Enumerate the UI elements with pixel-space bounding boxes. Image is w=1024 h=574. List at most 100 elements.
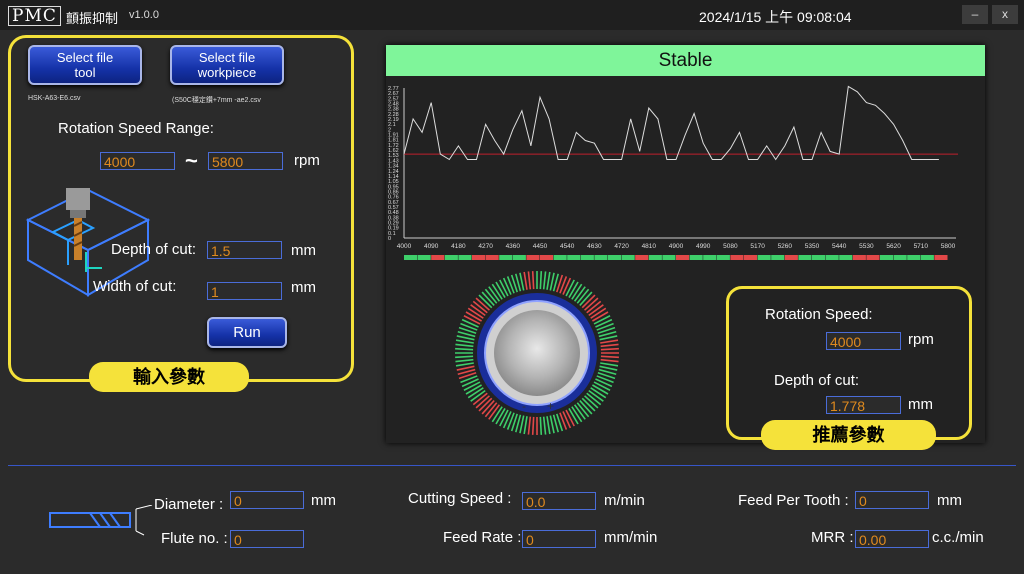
knob-tick [495,281,506,298]
app-version: v1.0.0 [129,9,159,21]
width-of-cut-input[interactable]: 1 [207,282,282,300]
speed-knob[interactable]: - + [452,268,622,438]
knob-tick [502,411,512,429]
knob-tick [481,400,495,415]
y-tick-label: 1.72 [388,143,399,149]
select-tool-button[interactable]: Select file tool [28,45,142,85]
stability-segment [716,255,730,260]
knob-tick [531,416,535,435]
tool-collar [70,210,86,218]
y-tick-label: 2.38 [388,107,399,113]
knob-tick [600,343,619,348]
cutting-speed-value: 0.0 [522,492,596,510]
cutting-tool-illustration [25,188,151,297]
knob-tick [579,400,593,415]
close-button[interactable]: x [992,5,1018,24]
stability-segment [920,255,934,260]
select-workpiece-line1: Select file [198,50,256,65]
run-button[interactable]: Run [207,317,287,348]
knob-tick [539,416,543,435]
knob-tick [457,368,476,375]
stability-segment [676,255,690,260]
knob-tick [455,339,474,344]
knob-tick [523,416,528,435]
y-tick-label: 0.86 [388,189,399,195]
knob-tick [460,375,478,384]
select-tool-line1: Select file [56,50,114,65]
stability-series-line [403,85,939,161]
knob-tick [552,414,559,433]
stability-segment [703,255,717,260]
knob-tick [539,271,543,290]
stability-chart: 2.772.672.572.482.382.282.192.121.911.81… [388,85,958,260]
knob-tick [600,347,619,351]
status-banner: Stable [386,45,985,76]
rotation-speed-range-label: Rotation Speed Range: [58,120,214,137]
speed-min-input[interactable]: 4000 [100,152,175,170]
y-tick-label: 0.1 [388,231,396,237]
knob-tick [478,397,493,412]
y-tick-label: 0.95 [388,184,399,190]
x-tick-label: 5440 [832,243,847,250]
feed-rate-label: Feed Rate : [443,529,522,546]
x-tick-label: 5800 [941,243,956,250]
knob-tick [465,311,482,322]
x-tick-label: 4540 [560,243,575,250]
knob-tick [491,406,503,423]
y-tick-label: 0.48 [388,210,399,216]
knob-tick [481,291,495,306]
knob-tick [488,404,501,420]
knob-tick [484,288,498,304]
rec-depth-value: 1.778 [826,396,901,414]
y-tick-label: 0.38 [388,215,399,221]
knob-tick [484,402,498,418]
knob-tick [542,271,547,290]
stability-segment [512,255,526,260]
stability-segment [730,255,744,260]
stability-segment [880,255,894,260]
knob-tick [600,339,619,344]
y-tick-label: 2.19 [388,117,399,123]
flute-input[interactable]: 0 [230,530,304,548]
knob-tick [598,331,617,338]
stability-segment [907,255,921,260]
rec-rotation-label: Rotation Speed: [765,306,873,323]
y-tick-label: 1.81 [388,138,399,144]
knob-tick [556,274,564,293]
select-workpiece-button[interactable]: Select file workpiece [170,45,284,85]
y-tick-label: 2.1 [388,122,396,128]
y-tick-label: 1.14 [388,174,399,180]
rec-rotation-value: 4000 [826,332,901,350]
knob-tick [571,283,583,300]
stability-segment [757,255,771,260]
x-tick-label: 5620 [886,243,901,250]
stability-segment [404,255,418,260]
knob-tick [465,384,482,395]
knob-tick [515,273,522,292]
flute-label: Flute no. : [161,530,228,547]
stability-segment [417,255,431,260]
knob-tick [562,277,572,295]
knob-tick [600,362,619,367]
stability-segment [472,255,486,260]
app-title: 顫振抑制 [66,11,119,26]
knob-tick [597,372,616,380]
knob-tick [455,358,474,363]
knob-tick [584,395,599,409]
minimize-button[interactable]: – [962,5,988,24]
knob-tick [556,413,564,432]
depth-of-cut-input[interactable]: 1.5 [207,241,282,259]
stability-segment [444,255,458,260]
select-tool-line2: tool [74,65,96,80]
feed-rate-value: 0 [522,530,596,548]
x-tick-label: 4180 [451,243,466,250]
depth-of-cut-unit: mm [291,242,316,259]
stability-segment [431,255,445,260]
speed-max-input[interactable]: 5800 [208,152,283,170]
knob-tick [460,322,478,331]
diameter-input[interactable]: 0 [230,491,304,509]
knob-tick [576,402,590,418]
knob-tick [470,304,486,317]
x-tick-label: 4450 [533,243,548,250]
y-tick-label: 1.24 [388,169,399,175]
